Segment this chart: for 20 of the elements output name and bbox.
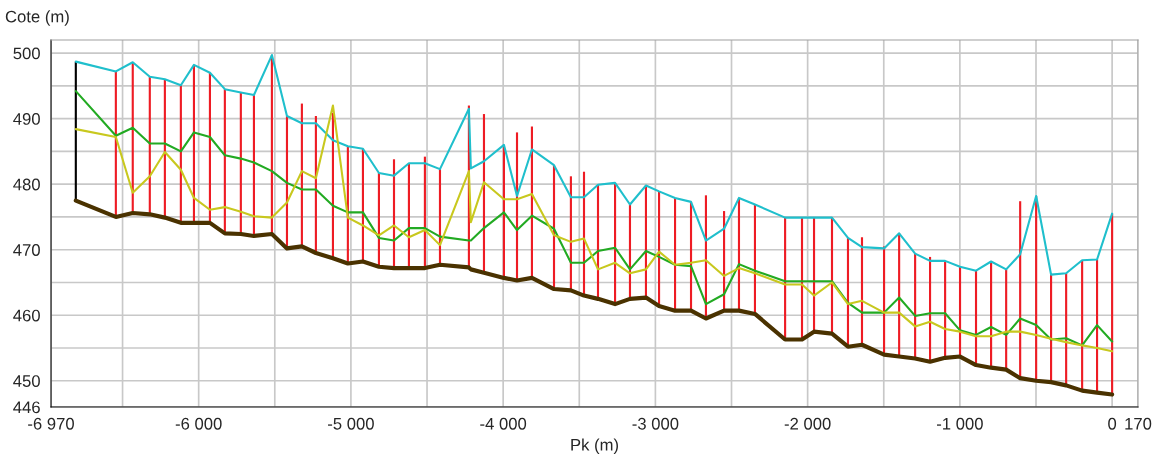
line-series [74,54,1114,276]
x-tick-label: 170 [1125,417,1152,430]
x-tick-label: -1 000 [936,417,983,430]
y-tick-label: 500 [13,47,40,60]
y-axis-title: Cote (m) [5,10,69,26]
x-tick-label: -6 000 [175,417,222,430]
x-tick-label: -2 000 [784,417,831,430]
x-axis-title: Pk (m) [571,438,618,455]
x-tick-label: -3 000 [632,417,679,430]
y-tick-label: 450 [13,375,40,387]
y-tick-label: 490 [13,113,40,125]
y-tick-label: 446 [13,401,40,414]
line-series [73,198,1115,397]
y-tick-label: 460 [13,309,40,322]
y-tick-label: 480 [13,178,40,191]
y-tick-label: 470 [13,244,40,256]
x-tick-label: -6 970 [28,417,74,430]
x-tick-label: -4 000 [480,417,527,430]
x-tick-label: -5 000 [328,417,374,430]
x-tick-label: 0 [1108,417,1117,430]
